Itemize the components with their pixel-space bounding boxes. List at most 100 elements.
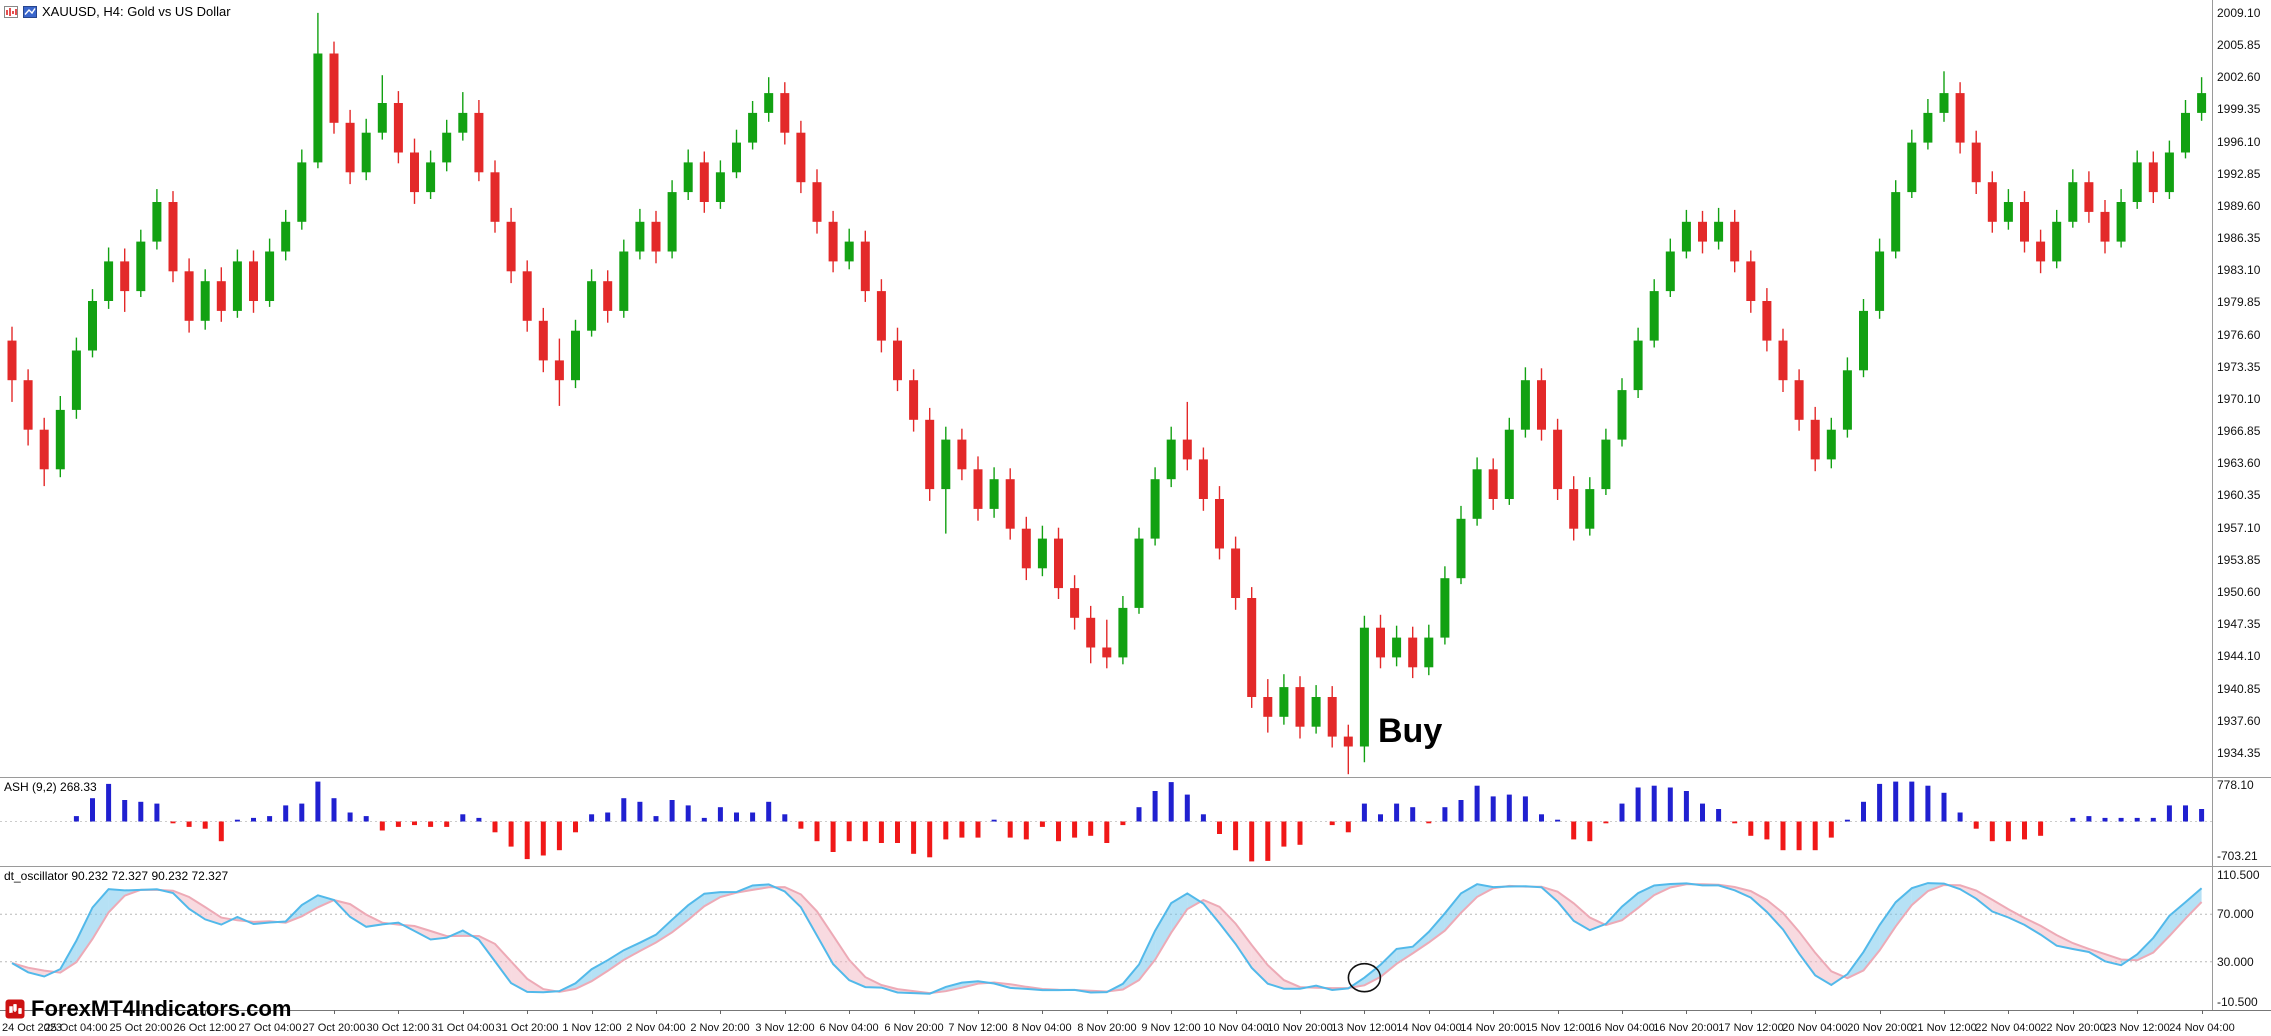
time-tickmark: [1107, 1010, 1108, 1014]
candle-up: [232, 249, 242, 318]
ash-bar-up: [1506, 794, 1512, 822]
time-tick-label: 22 Nov 20:00: [2040, 1022, 2106, 1034]
candle-down: [1343, 724, 1353, 775]
ash-bar-down: [1120, 821, 1126, 826]
candle-up: [1166, 426, 1176, 488]
dt-oscillator-panel[interactable]: [0, 866, 2212, 1010]
candle-up: [2003, 189, 2013, 230]
price-tick-label: 1963.60: [2217, 456, 2261, 470]
panel-separator-oscillator[interactable]: [0, 866, 2271, 867]
ash-bar-down: [1571, 821, 1577, 840]
time-tickmark: [1686, 1010, 1687, 1014]
time-tick-label: 27 Oct 20:00: [302, 1022, 366, 1034]
ash-bar-up: [1200, 814, 1206, 822]
ash-bar-down: [1088, 821, 1094, 836]
time-tickmark: [463, 1010, 464, 1014]
time-tick-label: 31 Oct 04:00: [431, 1022, 495, 1034]
time-tickmark: [914, 1010, 915, 1014]
ash-bar-down: [1828, 821, 1834, 838]
candle-down: [1263, 679, 1273, 733]
candles: [7, 12, 2207, 775]
ash-indicator-panel[interactable]: [0, 777, 2212, 866]
candle-down: [651, 210, 661, 264]
bar-chart-icon: [4, 5, 18, 18]
price-tick-label: 1999.35: [2217, 102, 2261, 116]
candle-down: [1231, 536, 1241, 610]
candle-down: [474, 100, 484, 182]
candle-down: [2084, 171, 2094, 223]
candle-down: [1569, 476, 1579, 541]
oscillator-scale-label: -10.500: [2217, 995, 2258, 1009]
ash-bar-up: [2134, 817, 2140, 822]
time-tick-label: 10 Nov 20:00: [1267, 1022, 1333, 1034]
candle-up: [104, 247, 114, 309]
time-tick-label: 14 Nov 04:00: [1396, 1022, 1462, 1034]
ash-bar-up: [1394, 803, 1400, 822]
ash-bar-down: [1764, 821, 1770, 840]
candle-down: [329, 41, 339, 134]
ash-bar-up: [1152, 791, 1158, 822]
ash-bar-up: [1619, 803, 1625, 822]
chart-legend: XAUUSD, H4: Gold vs US Dollar: [4, 4, 231, 19]
time-tickmark: [849, 1010, 850, 1014]
watermark: ForexMT4Indicators.com: [5, 996, 291, 1022]
candle-down: [554, 338, 564, 406]
ash-bar-up: [701, 817, 707, 822]
price-axis-separator: [2212, 0, 2213, 1010]
candle-down: [1086, 605, 1096, 664]
ash-min-scale-label: -703.21: [2217, 849, 2258, 863]
candle-down: [1746, 250, 1756, 313]
candle-up: [1424, 624, 1434, 676]
candle-up: [1440, 566, 1450, 645]
ash-bar-down: [927, 821, 933, 858]
ash-bar-up: [106, 783, 112, 822]
ash-bar-down: [975, 821, 981, 838]
time-tickmark: [1493, 1010, 1494, 1014]
price-tick-label: 1970.10: [2217, 392, 2261, 406]
panel-separator-ash[interactable]: [0, 777, 2271, 778]
candle-up: [844, 228, 854, 270]
ash-bar-down: [1281, 821, 1287, 847]
candle-up: [1923, 99, 1933, 150]
candle-up: [1633, 327, 1643, 398]
ash-bar-down: [444, 821, 450, 827]
ash-bar-up: [1667, 787, 1673, 822]
candle-up: [635, 208, 645, 260]
ash-bar-down: [895, 821, 900, 843]
candle-up: [764, 77, 774, 122]
ash-bar-down: [395, 821, 401, 827]
candle-down: [876, 279, 886, 353]
candle-down: [1005, 468, 1015, 540]
price-tick-label: 1940.85: [2217, 682, 2261, 696]
time-tickmark: [1171, 1010, 1172, 1014]
oscillator-scale-label: 30.000: [2217, 955, 2254, 969]
time-tickmark: [527, 1010, 528, 1014]
candle-down: [184, 258, 194, 333]
ash-bar-up: [685, 805, 691, 822]
ash-bar-up: [1555, 819, 1561, 822]
time-tickmark: [1622, 1010, 1623, 1014]
candle-up: [2164, 140, 2174, 199]
time-tick-label: 15 Nov 12:00: [1525, 1022, 1591, 1034]
candle-down: [538, 307, 548, 373]
time-tick-label: 22 Nov 04:00: [1975, 1022, 2041, 1034]
candle-up: [2197, 77, 2207, 121]
candle-up: [1504, 417, 1514, 505]
time-tick-label: 17 Nov 12:00: [1718, 1022, 1784, 1034]
price-tick-label: 1947.35: [2217, 617, 2261, 631]
price-tick-label: 1957.10: [2217, 521, 2261, 535]
ash-bars: [73, 781, 2205, 862]
candle-up: [1134, 527, 1144, 614]
candle-down: [603, 270, 613, 323]
candle-up: [1456, 505, 1466, 585]
ash-bar-down: [1587, 821, 1593, 842]
candle-up: [1714, 207, 1724, 250]
candle-up: [1359, 615, 1369, 763]
candle-up: [71, 337, 81, 419]
candlestick-chart-panel[interactable]: [0, 0, 2212, 777]
ash-bar-down: [2038, 821, 2044, 836]
ash-bar-down: [428, 821, 434, 827]
time-tickmark: [1558, 1010, 1559, 1014]
ash-bar-down: [1989, 821, 1995, 842]
price-tick-label: 1953.85: [2217, 553, 2261, 567]
